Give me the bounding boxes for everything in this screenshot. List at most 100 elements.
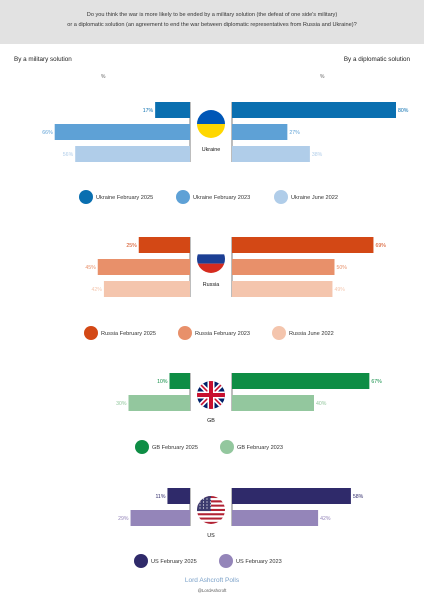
military-value-label: 56% [63, 152, 74, 158]
us-flag [197, 496, 225, 524]
question-line-1: Do you think the war is more likely to b… [86, 12, 338, 18]
flag-star [209, 501, 212, 503]
flag-red-cross [197, 393, 225, 397]
ukraine-flag [197, 110, 225, 138]
military-value-label: 45% [85, 265, 96, 271]
legend-label: GB February 2025 [152, 445, 198, 451]
flag-red-stripe [197, 263, 225, 273]
military-bar [75, 146, 190, 162]
military-value-label: 11% [155, 494, 165, 500]
flag-star [206, 501, 208, 503]
flag-stripe [197, 511, 225, 514]
flag-star [202, 501, 205, 503]
right-heading: By a diplomatic solution [343, 56, 410, 63]
left-heading: By a military solution [14, 56, 72, 63]
military-value-label: 66% [42, 130, 53, 136]
gb-flag-fill [197, 381, 225, 409]
legend-label: US February 2025 [151, 559, 197, 565]
diplomatic-value-label: 69% [375, 243, 386, 249]
flag-yellow-stripe [197, 124, 225, 138]
diplomatic-value-label: 50% [337, 265, 348, 271]
footer-brand: Lord Ashcroft Polls [184, 577, 240, 584]
legend-swatch [274, 190, 288, 204]
diplomatic-bar [232, 259, 335, 275]
right-percent-symbol: % [320, 74, 325, 80]
diplomatic-value-label: 38% [312, 152, 323, 158]
diplomatic-bar [232, 281, 333, 297]
question-header [0, 0, 424, 44]
country-label: Ukraine [202, 147, 221, 153]
flag-star [202, 498, 205, 500]
us-flag-fill [197, 496, 225, 524]
military-bar [54, 124, 191, 140]
legend-swatch [220, 440, 234, 454]
legend-swatch [219, 554, 233, 568]
flag-star [199, 507, 201, 509]
flag-stripe [197, 515, 225, 518]
country-label: Russia [203, 282, 219, 288]
footer-handle: @LordAshcroft [197, 588, 227, 593]
legend-label: Ukraine June 2022 [291, 195, 338, 201]
military-value-label: 17% [143, 108, 154, 114]
legend-swatch [178, 326, 192, 340]
military-value-label: 25% [126, 243, 137, 249]
legend-swatch [272, 326, 286, 340]
military-bar [167, 488, 190, 504]
military-bar [103, 281, 190, 297]
diplomatic-bar [232, 395, 314, 411]
legend-label: US February 2023 [236, 559, 282, 565]
flag-star [209, 504, 212, 506]
legend-swatch [84, 326, 98, 340]
flag-blue-stripe [197, 110, 225, 124]
flag-white-stripe [197, 245, 225, 255]
diplomatic-bar [232, 124, 288, 140]
diplomatic-value-label: 49% [334, 287, 345, 293]
diplomatic-bar [232, 488, 351, 504]
diplomatic-value-label: 27% [289, 130, 300, 136]
diplomatic-bar [232, 373, 370, 389]
flag-star [199, 504, 201, 506]
flag-star [206, 498, 208, 500]
legend-swatch [134, 554, 148, 568]
diplomatic-bar [232, 102, 396, 118]
flag-star [202, 504, 205, 506]
flag-canton [197, 496, 211, 512]
flag-star [199, 501, 201, 503]
flag-stripe [197, 519, 225, 522]
diplomatic-value-label: 42% [320, 516, 331, 522]
diplomatic-value-label: 40% [316, 401, 327, 407]
military-value-label: 42% [92, 287, 103, 293]
flag-star [209, 507, 212, 509]
question-line-2: or a diplomatic solution (an agreement t… [67, 22, 357, 28]
flag-star [202, 507, 205, 509]
gb-flag [197, 381, 225, 409]
russia-flag [197, 245, 225, 273]
military-value-label: 29% [118, 516, 129, 522]
military-value-label: 30% [116, 401, 127, 407]
country-label: GB [207, 418, 215, 424]
diplomatic-bar [232, 510, 319, 526]
legend-swatch [176, 190, 190, 204]
legend-label: Russia June 2022 [289, 331, 334, 337]
russia-flag-fill [197, 245, 225, 273]
military-bar [97, 259, 190, 275]
flag-stripe [197, 521, 225, 524]
diplomatic-value-label: 67% [371, 379, 382, 385]
legend-label: Russia February 2025 [101, 331, 156, 337]
legend-label: Ukraine February 2025 [96, 195, 153, 201]
military-bar [130, 510, 190, 526]
diplomatic-bar [232, 146, 310, 162]
military-bar [128, 395, 190, 411]
flag-blue-stripe [197, 254, 225, 264]
legend-swatch [135, 440, 149, 454]
military-bar [138, 237, 190, 253]
flag-star [206, 507, 208, 509]
legend-label: Ukraine February 2023 [193, 195, 250, 201]
diplomatic-bar [232, 237, 374, 253]
flag-star [206, 504, 208, 506]
flag-star [199, 498, 201, 500]
flag-stripe [197, 517, 225, 520]
legend-swatch [79, 190, 93, 204]
military-value-label: 10% [157, 379, 168, 385]
